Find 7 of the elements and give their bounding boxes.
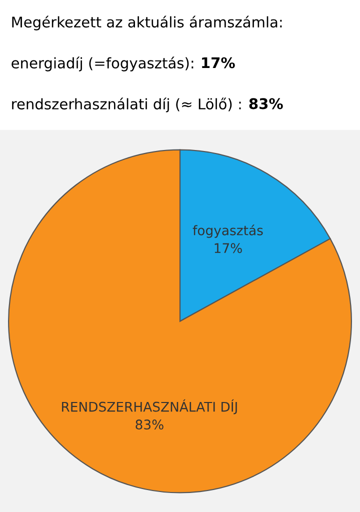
slice-label: fogyasztás bbox=[192, 224, 263, 238]
data-label: 83% bbox=[136, 420, 164, 430]
slice-label: RENDSZERHASZNÁLATI DÍJ bbox=[62, 399, 237, 414]
data-label: 17% bbox=[214, 243, 242, 254]
chart-title: Megérkezett az aktuális áramszámla: bbox=[12, 16, 282, 30]
text: rendszerhasználati díj (≈ Lölő) : 83% bbox=[12, 98, 283, 112]
text: energiadíj (=fogyasztás): 17% bbox=[12, 56, 235, 72]
